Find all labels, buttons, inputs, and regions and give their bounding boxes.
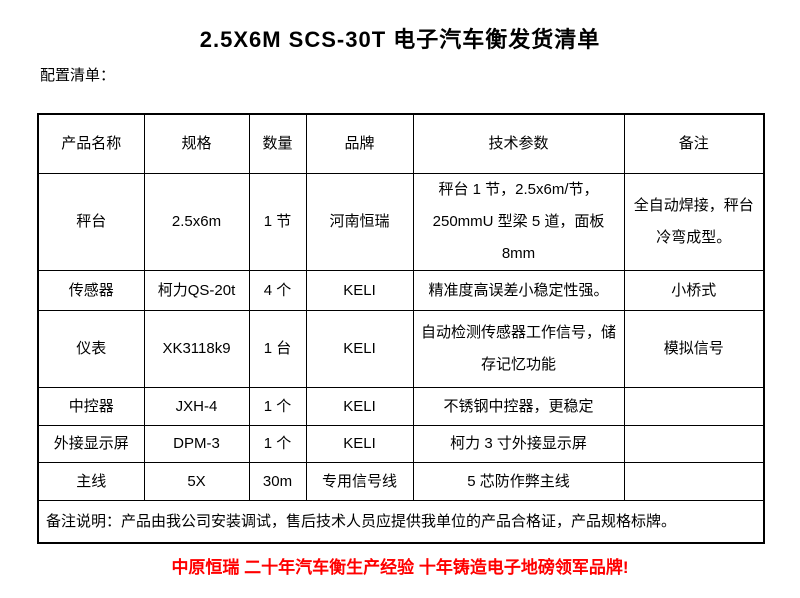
page-title: 2.5X6M SCS-30T 电子汽车衡发货清单 <box>199 27 601 52</box>
brand-cell: KELI <box>305 310 414 389</box>
note-cell: 模拟信号 <box>623 310 765 389</box>
spec-cell: 柯力QS-20t <box>143 270 250 312</box>
product-name-cell: 秤台 <box>37 172 145 272</box>
header-product-name: 产品名称 <box>37 113 145 174</box>
brand-cell: KELI <box>305 270 414 312</box>
header-qty: 数量 <box>248 113 307 174</box>
header-spec: 规格 <box>143 113 250 174</box>
header-tech-params: 技术参数 <box>412 113 625 174</box>
spec-cell: JXH-4 <box>143 387 250 427</box>
qty-cell: 4 个 <box>248 270 307 312</box>
table-header-row: 产品名称 规格 数量 品牌 技术参数 备注 <box>37 113 765 174</box>
qty-cell: 1 个 <box>248 425 307 464</box>
table-footer-row: 备注说明：产品由我公司安装调试，售后技术人员应提供我单位的产品合格证，产品规格标… <box>37 500 765 544</box>
spec-cell: 5X <box>143 462 250 502</box>
product-name-cell: 仪表 <box>37 310 145 389</box>
note-cell <box>623 462 765 502</box>
qty-cell: 1 台 <box>248 310 307 389</box>
shipping-list-table: 产品名称 规格 数量 品牌 技术参数 备注 秤台 2.5x6m 1 节 河南恒瑞… <box>37 113 765 544</box>
tech-params-cell: 自动检测传感器工作信号，储存记忆功能 <box>412 310 625 389</box>
table-row: 中控器 JXH-4 1 个 KELI 不锈钢中控器，更稳定 <box>37 387 765 427</box>
note-cell: 小桥式 <box>623 270 765 312</box>
brand-slogan: 中原恒瑞 二十年汽车衡生产经验 十年铸造电子地磅领军品牌! <box>171 558 629 577</box>
brand-cell: 专用信号线 <box>305 462 414 502</box>
table-row: 主线 5X 30m 专用信号线 5 芯防作弊主线 <box>37 462 765 502</box>
note-cell <box>623 425 765 464</box>
spec-cell: DPM-3 <box>143 425 250 464</box>
qty-cell: 1 节 <box>248 172 307 272</box>
table-row: 外接显示屏 DPM-3 1 个 KELI 柯力 3 寸外接显示屏 <box>37 425 765 464</box>
header-brand: 品牌 <box>305 113 414 174</box>
config-list-label: 配置清单： <box>40 67 116 84</box>
tech-params-cell: 秤台 1 节，2.5x6m/节，250mmU 型梁 5 道，面板 8mm <box>412 172 625 272</box>
product-name-cell: 中控器 <box>37 387 145 427</box>
header-note: 备注 <box>623 113 765 174</box>
qty-cell: 1 个 <box>248 387 307 427</box>
qty-cell: 30m <box>248 462 307 502</box>
table-row: 仪表 XK3118k9 1 台 KELI 自动检测传感器工作信号，储存记忆功能 … <box>37 310 765 389</box>
brand-cell: 河南恒瑞 <box>305 172 414 272</box>
tech-params-cell: 5 芯防作弊主线 <box>412 462 625 502</box>
note-cell: 全自动焊接，秤台冷弯成型。 <box>623 172 765 272</box>
product-name-cell: 外接显示屏 <box>37 425 145 464</box>
note-cell <box>623 387 765 427</box>
tech-params-cell: 不锈钢中控器，更稳定 <box>412 387 625 427</box>
tech-params-cell: 精准度高误差小稳定性强。 <box>412 270 625 312</box>
brand-cell: KELI <box>305 425 414 464</box>
spec-cell: XK3118k9 <box>143 310 250 389</box>
table-row: 秤台 2.5x6m 1 节 河南恒瑞 秤台 1 节，2.5x6m/节，250mm… <box>37 172 765 272</box>
product-name-cell: 主线 <box>37 462 145 502</box>
brand-cell: KELI <box>305 387 414 427</box>
footer-note-cell: 备注说明：产品由我公司安装调试，售后技术人员应提供我单位的产品合格证，产品规格标… <box>37 500 765 544</box>
spec-cell: 2.5x6m <box>143 172 250 272</box>
product-name-cell: 传感器 <box>37 270 145 312</box>
table-row: 传感器 柯力QS-20t 4 个 KELI 精准度高误差小稳定性强。 小桥式 <box>37 270 765 312</box>
tech-params-cell: 柯力 3 寸外接显示屏 <box>412 425 625 464</box>
